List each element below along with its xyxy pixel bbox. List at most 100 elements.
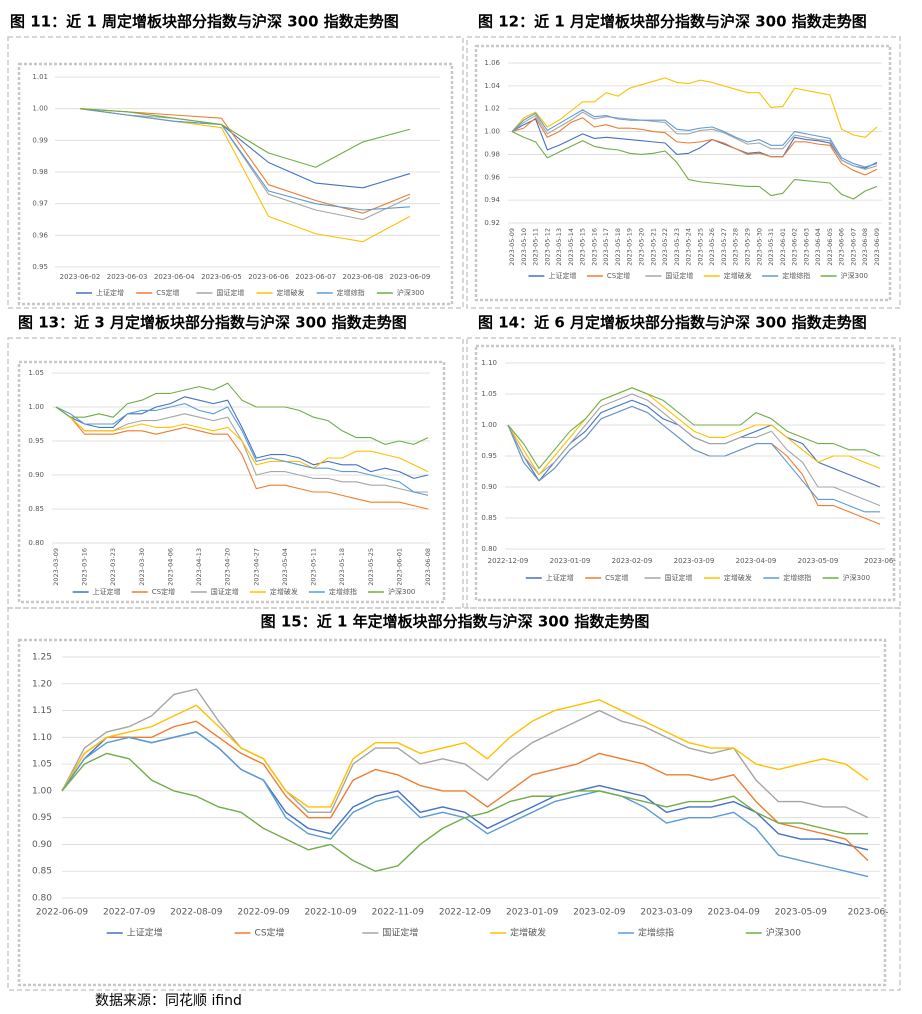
x-tick-label: 2023-05-19 (626, 228, 634, 266)
y-tick-label: 1.25 (32, 653, 52, 663)
plot-frame (17, 638, 887, 987)
legend-label: 国证定增 (665, 271, 693, 280)
x-tick-label: 2023-05-29 (743, 228, 751, 266)
series-line (55, 406, 429, 510)
legend-label: 定增破发 (724, 271, 752, 280)
x-tick-label: 2023-05-17 (602, 228, 610, 266)
y-tick-label: 0.95 (32, 813, 52, 823)
x-tick-label: 2023-06-01 (395, 548, 403, 586)
x-tick-label: 2023-05-21 (649, 228, 657, 266)
frame (7, 607, 901, 991)
x-tick-label: 2023-05-11 (310, 548, 318, 586)
x-tick-label: 2022-11-09 (372, 908, 425, 918)
x-tick-label: 2023-06-03 (802, 228, 810, 266)
y-tick-label: 1.05 (32, 760, 52, 770)
x-tick-label: 2023-06-02 (60, 273, 101, 281)
x-tick-label: 2023-04-20 (224, 548, 232, 586)
y-tick-label: 1.00 (484, 128, 500, 136)
legend-label: 定增综指 (783, 573, 811, 582)
series-line (79, 108, 411, 168)
x-tick-label: 2023-05-24 (685, 228, 693, 266)
x-tick-label: 2023-05-26 (708, 228, 716, 266)
x-tick-label: 2023-03-16 (81, 548, 89, 586)
legend-label: 上证定增 (96, 288, 124, 297)
frame (7, 36, 464, 309)
x-tick-label: 2023-02-09 (573, 908, 626, 918)
y-tick-label: 1.10 (32, 733, 52, 743)
y-tick-label: 0.95 (28, 437, 44, 445)
chart-title: 图 14：近 6 月定增板块部分指数与沪深 300 指数走势图 (478, 314, 867, 332)
x-tick-label: 2023-03-09 (52, 548, 60, 586)
y-tick-label: 1.00 (32, 786, 52, 796)
series-line (511, 117, 878, 176)
x-tick-label: 2023-06-04 (154, 273, 195, 281)
x-tick-label: 2023-04-09 (736, 557, 777, 565)
x-tick-label: 2023-05-25 (696, 228, 704, 266)
series-line (511, 131, 878, 200)
x-tick-label: 2023-05-13 (555, 228, 563, 266)
x-tick-label: 2023-05-31 (767, 228, 775, 266)
x-tick-label: 2023-06-09 (390, 273, 431, 281)
series-line (511, 77, 878, 138)
y-tick-label: 1.00 (28, 403, 44, 411)
chart-title: 图 13：近 3 月定增板块部分指数与沪深 300 指数走势图 (18, 314, 407, 332)
x-tick-label: 2023-06-09 (873, 228, 881, 266)
series-line (79, 108, 411, 211)
legend-label: 沪深300 (843, 573, 870, 582)
series-line (79, 108, 411, 243)
y-tick-label: 0.96 (32, 231, 48, 239)
y-tick-label: 0.96 (484, 173, 500, 181)
series-line (511, 118, 878, 169)
y-tick-label: 0.85 (481, 514, 497, 522)
x-tick-label: 2023-01-09 (506, 908, 559, 918)
legend-label: 定增综指 (337, 288, 365, 297)
legend-label: CS定增 (152, 587, 175, 596)
x-tick-label: 2023-06-03 (107, 273, 148, 281)
x-tick-label: 2023-05-16 (590, 228, 598, 266)
x-tick-label: 2023-05-22 (661, 228, 669, 266)
legend-label: 国证定增 (216, 288, 244, 297)
x-tick-label: 2022-07-09 (103, 908, 156, 918)
legend-label: 沪深300 (766, 927, 801, 939)
y-tick-label: 1.00 (481, 421, 497, 429)
x-tick-label: 2023-05-27 (720, 228, 728, 266)
x-tick-label: 2023-06-08 (343, 273, 384, 281)
x-tick-label: 2023-05-23 (673, 228, 681, 266)
x-tick-label: 2023-05-11 (532, 228, 540, 266)
x-tick-label: 2023-05-28 (732, 228, 740, 266)
series-line (507, 393, 881, 507)
legend-label: CS定增 (255, 927, 285, 939)
x-tick-label: 2022-09-09 (237, 908, 290, 918)
x-tick-label: 2023-06-05 (826, 228, 834, 266)
frame (466, 337, 901, 609)
legend-label: 定增破发 (277, 288, 305, 297)
legend-label: 定增综指 (782, 271, 810, 280)
legend-label: 上证定增 (127, 927, 163, 939)
x-tick-label: 2023-02-09 (612, 557, 653, 565)
x-tick-label: 2023-03-09 (640, 908, 693, 918)
x-tick-label: 2023-06- (848, 908, 889, 918)
x-tick-label: 2023-06-04 (814, 228, 822, 266)
x-tick-label: 2023-06-06 (248, 273, 289, 281)
series-line (511, 111, 878, 170)
y-tick-label: 1.02 (484, 105, 500, 113)
series-line (61, 699, 869, 808)
x-tick-label: 2023-05-09 (775, 908, 828, 918)
legend-label: 沪深300 (841, 271, 868, 280)
x-tick-label: 2023-01-09 (550, 557, 591, 565)
x-tick-label: 2023-06-07 (295, 273, 336, 281)
y-tick-label: 1.20 (32, 679, 52, 689)
y-tick-label: 0.94 (484, 196, 500, 204)
x-tick-label: 2023-06-07 (849, 228, 857, 266)
x-tick-label: 2023-05-18 (614, 228, 622, 266)
legend-label: 定增破发 (724, 573, 752, 582)
x-tick-label: 2023-03-09 (674, 557, 715, 565)
y-tick-label: 0.98 (32, 168, 48, 176)
x-tick-label: 2023-05-15 (579, 228, 587, 266)
legend-label: CS定增 (607, 271, 630, 280)
y-tick-label: 0.90 (481, 483, 497, 491)
x-tick-label: 2023-06-05 (201, 273, 242, 281)
y-tick-label: 0.90 (32, 840, 52, 850)
legend-label: 国证定增 (382, 927, 418, 939)
